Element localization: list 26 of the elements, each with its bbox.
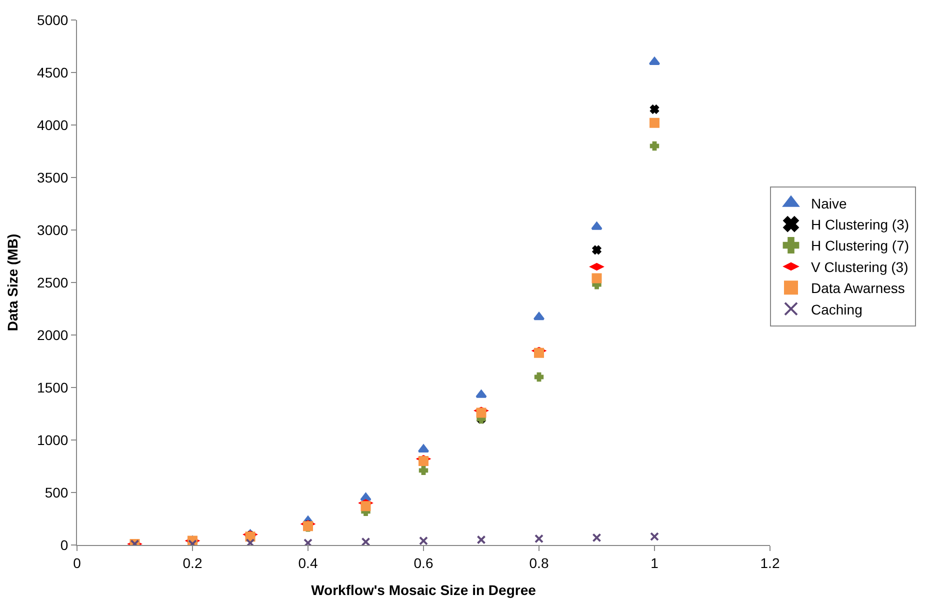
y-tick-label: 4000 (37, 116, 68, 133)
y-tick-label: 2500 (37, 274, 68, 290)
x-tick-label: 0.2 (182, 554, 202, 571)
legend-label: Data Awarness (811, 280, 905, 296)
legend-label: H Clustering (3) (811, 216, 910, 233)
legend-label: Caching (811, 301, 862, 318)
x-tick-label: 1 (650, 554, 659, 571)
x-tick-label: 0.6 (414, 554, 434, 571)
x-tick-label: 0.8 (529, 554, 549, 571)
y-tick-label: 1500 (37, 379, 68, 396)
y-tick-label: 5000 (37, 12, 68, 28)
legend-label: V Clustering (3) (811, 258, 908, 275)
x-axis-title: Workflow's Mosaic Size in Degree (311, 582, 536, 598)
y-tick-label: 1000 (37, 432, 68, 448)
y-tick-label: 0 (60, 536, 68, 553)
y-tick-label: 2000 (37, 326, 68, 343)
x-tick-label: 0.4 (298, 554, 318, 571)
y-tick-label: 500 (44, 484, 68, 500)
y-axis-title: Data Size (MB) (4, 234, 21, 332)
x-tick-label: 0 (73, 554, 82, 571)
y-tick-label: 3500 (37, 169, 68, 186)
legend-label: Naive (811, 195, 848, 212)
x-tick-label: 1.2 (760, 554, 780, 571)
legend-label: H Clustering (7) (811, 238, 910, 254)
y-tick-label: 3000 (37, 222, 68, 238)
y-tick-label: 4500 (37, 64, 68, 80)
